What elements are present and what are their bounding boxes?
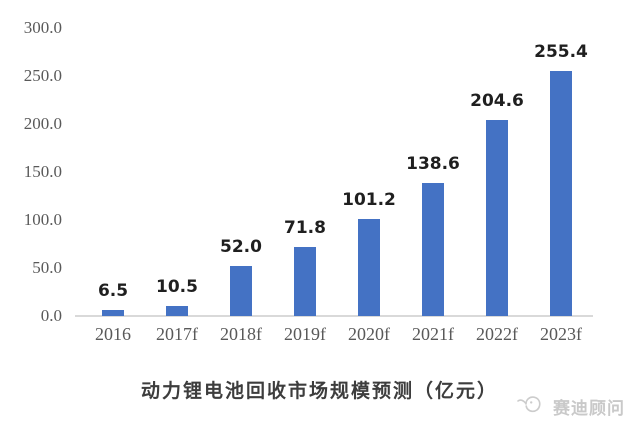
chart-title: 动力锂电池回收市场规模预测（亿元） [140,381,498,402]
x-axis-tick-label: 2017f [156,324,198,344]
x-axis-tick-label: 2019f [284,324,326,344]
y-axis-tick-label: 0.0 [40,306,62,325]
bar [166,306,188,316]
bar [550,71,572,316]
bar [486,120,508,316]
x-axis-tick-label: 2018f [220,324,262,344]
x-axis-tick-label: 2016 [95,324,131,344]
bar-value-label: 138.6 [406,154,460,174]
x-axis-line [75,315,593,317]
x-axis-tick-label: 2022f [476,324,518,344]
bar [358,219,380,316]
watermark: 赛迪顾问 [516,391,625,422]
bar [230,266,252,316]
bar [294,247,316,316]
x-axis-tick-label: 2021f [412,324,454,344]
y-axis-tick-label: 250.0 [23,66,62,85]
bar-value-label: 52.0 [220,237,262,257]
y-axis-tick-label: 300.0 [23,18,62,37]
saidi-bird-logo-icon [516,391,548,422]
bar-value-label: 10.5 [156,277,198,297]
bar-value-label: 71.8 [284,218,326,238]
bar [422,183,444,316]
watermark-text: 赛迪顾问 [553,399,625,418]
bar-value-label: 204.6 [470,91,524,111]
y-axis-tick-label: 50.0 [32,258,62,277]
x-axis-tick-label: 2023f [540,324,582,344]
bar [102,310,124,316]
bar-value-label: 255.4 [534,42,588,62]
x-axis-tick-label: 2020f [348,324,390,344]
bar-value-label: 6.5 [97,281,129,301]
bar-value-label: 101.2 [342,190,396,210]
y-axis-tick-label: 100.0 [23,210,62,229]
y-axis-tick-label: 200.0 [23,114,62,133]
y-axis-tick-label: 150.0 [23,162,62,181]
